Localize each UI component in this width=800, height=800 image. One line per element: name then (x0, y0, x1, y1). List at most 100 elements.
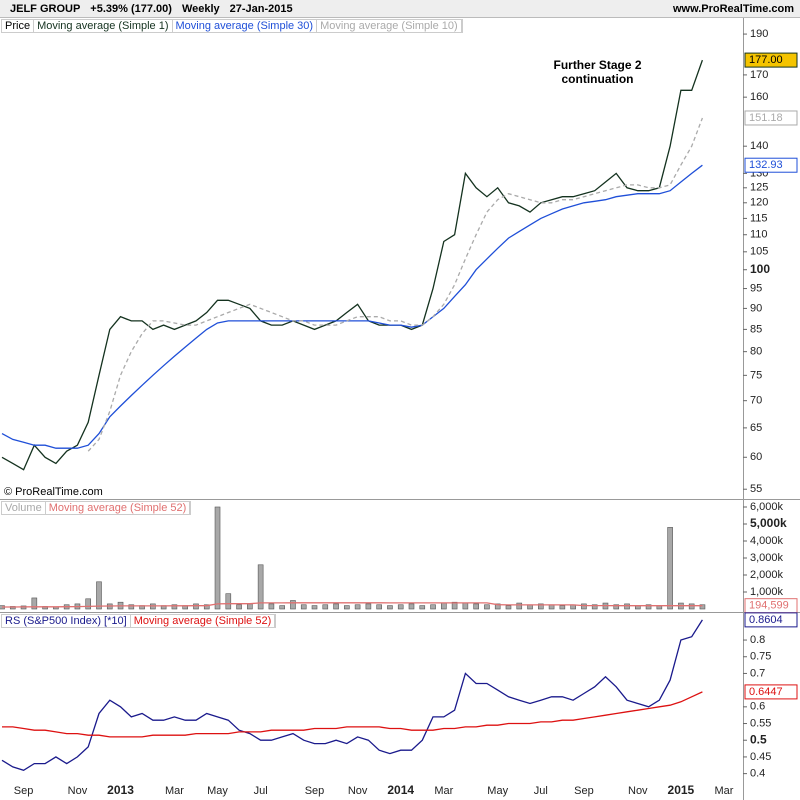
y-tick-label: 90 (750, 302, 762, 314)
last-value-box (744, 110, 798, 126)
annotation: Further Stage 2 continuation (553, 58, 642, 86)
y-tick-label: 85 (750, 323, 762, 335)
legend-entry: RS (S&P500 Index) [*10] (2, 615, 131, 627)
last-value-label: 194,599 (749, 600, 789, 612)
volume-bar (441, 602, 447, 610)
y-tick-label: 3,000k (750, 552, 784, 564)
volume-bar (96, 581, 102, 610)
y-tick-label: 105 (750, 246, 768, 258)
legend-entry: Volume (2, 502, 46, 514)
y-tick-label: 0.45 (750, 751, 771, 763)
y-tick-label: 75 (750, 369, 762, 381)
change: +5.39% (177.00) (90, 2, 172, 15)
volume-bar (451, 601, 458, 610)
y-tick-label: 0.6 (750, 701, 765, 713)
volume-bar (322, 604, 329, 610)
volume-bar (688, 603, 695, 610)
y-tick-label: 5,000k (750, 516, 787, 530)
y-tick-label: 80 (750, 346, 762, 358)
y-tick-label: 0.8 (750, 634, 765, 646)
volume-bar (613, 604, 620, 610)
site: www.ProRealTime.com (672, 2, 794, 15)
volume-bar (484, 604, 490, 610)
volume-bar (193, 603, 199, 610)
volume-bar (516, 602, 523, 610)
x-tick-label: 2013 (107, 783, 134, 797)
volume-bar (699, 604, 706, 610)
y-tick-label: 190 (750, 28, 768, 40)
y-tick-label: 110 (750, 229, 768, 241)
volume-bar (430, 604, 436, 610)
y-tick-label: 160 (750, 91, 768, 103)
series-line (1, 164, 703, 449)
volume-bar (538, 603, 544, 610)
series-line (1, 619, 703, 772)
volume-bar (311, 605, 318, 610)
volume-bar (236, 604, 242, 610)
y-tick-label: 0.55 (750, 717, 771, 729)
volume-bar (645, 604, 652, 610)
y-tick-label: 6,000k (750, 501, 784, 513)
volume-bar (290, 600, 296, 610)
y-tick-label: 4,000k (750, 535, 784, 547)
volume-bar (591, 604, 598, 610)
volume-bar (494, 603, 501, 610)
volume-bar (419, 605, 426, 610)
last-value-box (744, 157, 798, 173)
volume-bar (203, 604, 210, 610)
last-value-box (744, 52, 798, 68)
series-line (1, 59, 704, 471)
y-tick-label: 55 (750, 483, 762, 495)
last-value-box (744, 612, 798, 628)
y-tick-label: 120 (750, 197, 768, 209)
y-tick-label: 1,000k (750, 586, 784, 598)
y-tick-label: 125 (750, 182, 768, 194)
x-tick-label: May (487, 785, 508, 797)
y-tick-label: 0.7 (750, 667, 765, 679)
volume-bar (559, 605, 566, 610)
volume-bar (376, 604, 382, 610)
y-tick-label: 115 (750, 212, 768, 224)
volume-bar (387, 605, 393, 610)
volume-bar (85, 598, 92, 610)
last-value-label: 151.18 (749, 112, 783, 124)
last-value-label: 132.93 (749, 159, 783, 171)
legend: Price Moving average (Simple 1) Moving ave… (1, 19, 463, 33)
volume-bar (247, 603, 253, 610)
volume-bar (365, 603, 372, 610)
series-line (2, 602, 703, 608)
volume-bar (214, 506, 221, 610)
volume-bar (397, 604, 404, 610)
volume-bar (473, 603, 479, 610)
date: 27-Jan-2015 (229, 2, 293, 15)
volume-bar (300, 604, 307, 610)
last-value-label: 0.6447 (749, 686, 783, 698)
volume-bar (257, 564, 264, 610)
volume-bar (581, 603, 587, 610)
x-tick-label: May (207, 785, 228, 797)
y-tick-label: 0.75 (750, 651, 771, 663)
volume-bar (408, 603, 415, 610)
y-tick-label: 65 (750, 422, 762, 434)
y-tick-label: 170 (750, 69, 768, 81)
volume-bar (333, 603, 339, 610)
x-tick-label: Nov (68, 785, 88, 797)
y-tick-label: 140 (750, 140, 768, 152)
legend-entry: Moving average (Simple 52) (46, 502, 191, 514)
y-tick-label: 2,000k (750, 569, 784, 581)
volume-bar (354, 604, 361, 610)
legend: Volume Moving average (Simple 52) (1, 501, 192, 515)
x-tick-label: Mar (715, 785, 734, 797)
y-tick-label: 100 (750, 262, 770, 276)
x-tick-label: Sep (305, 785, 325, 797)
symbol: JELF GROUP (10, 2, 81, 15)
x-tick-label: Mar (165, 785, 184, 797)
copyright: © ProRealTime.com (4, 486, 103, 498)
y-tick-label: 95 (750, 282, 762, 294)
y-tick-label: 0.5 (750, 732, 767, 746)
volume-bar (268, 603, 275, 610)
volume-bar (128, 604, 135, 610)
y-tick-label: 70 (750, 395, 762, 407)
x-tick-label: Mar (434, 785, 453, 797)
